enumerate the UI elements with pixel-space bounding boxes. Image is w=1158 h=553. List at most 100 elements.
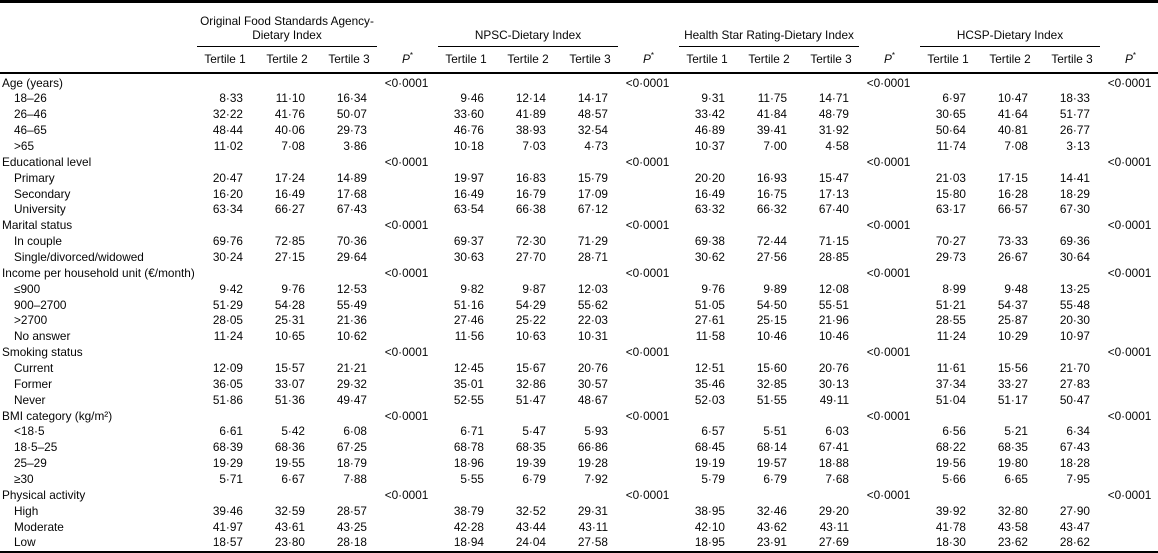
value-cell: 41·78 — [935, 519, 966, 534]
value-cell: 19·80 — [997, 456, 1028, 471]
value-cell: 10·65 — [274, 329, 305, 344]
tertile-3-header: Tertile 3 — [810, 51, 852, 66]
value-cell: 11·24 — [213, 329, 243, 344]
value-cell-empty — [1041, 266, 1103, 282]
data-row: Moderate 41·97 43·61 43·25 42·28 43·44 43·11 42… — [0, 520, 1158, 536]
p-value-empty — [621, 440, 676, 456]
value-cell: 7·08 — [1004, 138, 1028, 153]
p-value-empty — [380, 91, 435, 107]
value-cell: 5·42 — [281, 424, 305, 439]
spacer-cell — [1103, 2, 1158, 49]
p-value: <0·0001 — [384, 487, 429, 502]
value-cell: 14·89 — [336, 170, 367, 185]
value-cell: 7·68 — [825, 471, 849, 486]
data-row: Single/divorced/widowed 30·24 27·15 29·64 30… — [0, 250, 1158, 266]
p-column-header: P* — [862, 49, 917, 73]
value-cell-empty — [318, 155, 380, 171]
value-cell: 41·89 — [515, 107, 546, 122]
value-cell: 15·67 — [515, 360, 546, 375]
value-cell: 42·28 — [453, 519, 484, 534]
value-cell: 30·65 — [935, 107, 966, 122]
value-cell: 67·12 — [577, 202, 608, 217]
value-cell: 33·07 — [274, 376, 305, 391]
spacer-cell — [621, 2, 676, 49]
value-cell: 30·24 — [212, 249, 243, 264]
value-cell: 69·76 — [212, 234, 243, 249]
p-value-empty — [862, 298, 917, 314]
value-cell-empty — [800, 266, 862, 282]
value-cell: 19·19 — [694, 456, 725, 471]
value-cell-empty — [917, 409, 979, 425]
value-cell: 28·71 — [577, 249, 608, 264]
value-cell-empty — [979, 155, 1041, 171]
value-cell: 51·21 — [935, 297, 966, 312]
value-cell: 18·30 — [935, 535, 966, 550]
data-row: High 39·46 32·59 28·57 38·79 32·52 29·31 38·95 3… — [0, 504, 1158, 520]
value-cell: 23·80 — [274, 535, 305, 550]
value-cell: 13·25 — [1059, 281, 1090, 296]
value-cell: 32·52 — [515, 503, 546, 518]
value-cell-empty — [435, 345, 497, 361]
value-cell: 16·20 — [212, 186, 243, 201]
group-title-ofsa: Original Food Standards Agency-Dietary I… — [194, 2, 380, 49]
section-label: Smoking status — [2, 345, 83, 360]
value-cell-empty — [256, 488, 318, 504]
value-cell-empty — [917, 266, 979, 282]
p-value: <0·0001 — [866, 218, 911, 233]
tertile-2-header: Tertile 2 — [748, 51, 790, 66]
p-value-empty — [621, 424, 676, 440]
value-cell: 42·10 — [694, 519, 725, 534]
value-cell: 15·60 — [756, 360, 787, 375]
value-cell: 51·47 — [515, 392, 546, 407]
value-cell: 15·56 — [997, 360, 1028, 375]
p-value-empty — [621, 456, 676, 472]
p-value-empty — [862, 472, 917, 488]
row-label: In couple — [14, 234, 62, 249]
p-value: <0·0001 — [1107, 218, 1152, 233]
value-cell: 40·81 — [997, 123, 1028, 138]
value-cell-empty — [800, 155, 862, 171]
value-cell: 21·03 — [935, 170, 966, 185]
row-label: Never — [14, 392, 46, 407]
p-value: <0·0001 — [866, 154, 911, 169]
p-value-empty — [621, 250, 676, 266]
value-cell-empty — [194, 409, 256, 425]
value-cell: 67·41 — [818, 440, 849, 455]
value-cell: 10·37 — [694, 138, 725, 153]
p-value: <0·0001 — [625, 408, 670, 423]
value-cell: 15·57 — [274, 360, 305, 375]
value-cell: 16·34 — [336, 91, 367, 106]
value-cell-empty — [497, 73, 559, 92]
section-label: Physical activity — [2, 487, 86, 502]
value-cell: 55·49 — [336, 297, 367, 312]
value-cell: 26·67 — [997, 249, 1028, 264]
row-label: Low — [14, 535, 36, 550]
row-label: <18·5 — [14, 424, 45, 439]
value-cell-empty — [979, 409, 1041, 425]
value-cell: 16·49 — [694, 186, 725, 201]
value-cell-empty — [559, 155, 621, 171]
value-cell-empty — [559, 409, 621, 425]
value-cell: 10·97 — [1059, 329, 1090, 344]
value-cell-empty — [676, 345, 738, 361]
value-cell-empty — [559, 218, 621, 234]
row-label: ≥30 — [14, 471, 34, 486]
value-cell: 26·77 — [1059, 123, 1090, 138]
value-cell-empty — [194, 218, 256, 234]
value-cell: 18·33 — [1059, 91, 1090, 106]
tertile-3-header: Tertile 3 — [1051, 51, 1093, 66]
p-value: <0·0001 — [625, 265, 670, 280]
p-value-empty — [380, 139, 435, 155]
value-cell: 66·27 — [274, 202, 305, 217]
value-cell: 41·84 — [756, 107, 787, 122]
data-row: 26–46 32·22 41·76 50·07 33·60 41·89 48·57 33·42… — [0, 107, 1158, 123]
value-cell: 33·42 — [694, 107, 725, 122]
p-value: <0·0001 — [384, 154, 429, 169]
value-cell-empty — [738, 266, 800, 282]
value-cell: 7·00 — [763, 138, 787, 153]
p-value-empty — [862, 139, 917, 155]
value-cell: 21·70 — [1059, 360, 1090, 375]
value-cell: 14·71 — [818, 91, 849, 106]
p-column-header: P* — [1103, 49, 1158, 73]
value-cell: 12·08 — [818, 281, 849, 296]
